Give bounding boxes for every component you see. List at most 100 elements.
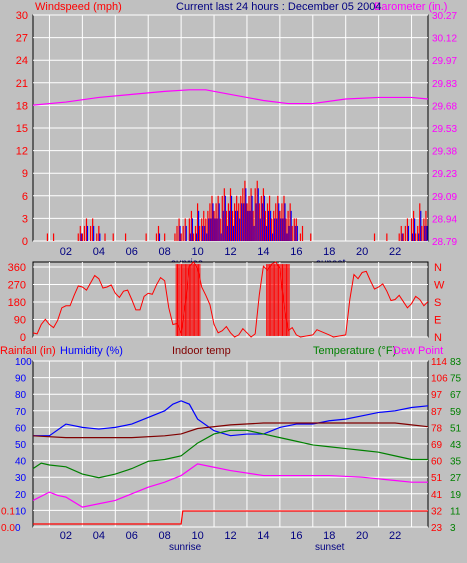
wind-tick-label: 18 bbox=[16, 100, 28, 112]
x-tick-label: 10 bbox=[191, 530, 203, 542]
temperature-label: Temperature (°F) bbox=[313, 345, 396, 357]
baro-tick-label: 29.97 bbox=[432, 56, 457, 67]
humidity-tick-label: 40 bbox=[15, 457, 27, 468]
temp-tick-label: 23 bbox=[431, 523, 443, 534]
x-tick-label: 06 bbox=[126, 246, 138, 258]
wind-tick-label: 9 bbox=[22, 168, 28, 180]
x-tick-label: 04 bbox=[93, 246, 105, 258]
series-temperature-f-line bbox=[32, 429, 428, 479]
sunrise-label-bottom: sunrise bbox=[169, 542, 202, 553]
dew-tick-label: 35 bbox=[450, 457, 462, 468]
wind-tick-label: 30 bbox=[16, 10, 28, 22]
series-humidity-line bbox=[33, 400, 429, 437]
compass-tick-label: N bbox=[434, 262, 442, 274]
humidity-tick-label: 70 bbox=[15, 407, 27, 418]
dew-tick-label: 51 bbox=[450, 423, 462, 434]
x-tick-label: 20 bbox=[356, 246, 368, 258]
wind-tick-label: 21 bbox=[16, 78, 28, 90]
x-tick-label: 04 bbox=[93, 530, 105, 542]
series-indoor-templine bbox=[32, 422, 429, 439]
x-tick-label: 12 bbox=[224, 530, 236, 542]
dew-tick-label: 75 bbox=[450, 374, 462, 385]
x-tick-label: 02 bbox=[60, 530, 72, 542]
wind-tick-label: 0 bbox=[22, 236, 28, 248]
barometer-line bbox=[32, 89, 429, 106]
direction-tick-label: 360 bbox=[8, 262, 26, 274]
x-tick-label: 18 bbox=[323, 530, 335, 542]
barometer-label: Barometer (in.) bbox=[374, 1, 447, 13]
humidity-tick-label: 100 bbox=[15, 357, 32, 368]
baro-tick-label: 29.83 bbox=[432, 79, 457, 90]
wind-tick-label: 15 bbox=[16, 123, 28, 135]
x-tick-label: 16 bbox=[290, 246, 302, 258]
humidity-tick-label: 90 bbox=[15, 374, 27, 385]
x-tick-label: 14 bbox=[257, 246, 269, 258]
temp-tick-label: 87 bbox=[431, 407, 443, 418]
baro-tick-label: 28.79 bbox=[432, 237, 457, 248]
direction-tick-label: 90 bbox=[14, 315, 26, 327]
wind-tick-label: 12 bbox=[16, 146, 28, 158]
direction-tick-label: 0 bbox=[20, 332, 26, 344]
baro-tick-label: 29.68 bbox=[432, 101, 457, 112]
temp-tick-label: 51 bbox=[431, 473, 443, 484]
x-tick-label: 22 bbox=[389, 530, 401, 542]
x-tick-label: 20 bbox=[356, 530, 368, 542]
wind-data bbox=[32, 89, 429, 241]
humidity-tick-label: 30 bbox=[15, 473, 27, 484]
temp-tick-label: 41 bbox=[431, 490, 443, 501]
humidity-tick-label: 10 bbox=[15, 506, 27, 517]
humidity-label: Humidity (%) bbox=[60, 345, 123, 357]
baro-tick-label: 29.23 bbox=[432, 169, 457, 180]
direction-data bbox=[32, 261, 429, 338]
x-tick-label: 22 bbox=[389, 246, 401, 258]
dew-tick-label: 43 bbox=[450, 440, 462, 451]
baro-tick-label: 29.09 bbox=[432, 192, 457, 203]
direction-tick-label: 180 bbox=[8, 297, 26, 309]
baro-tick-label: 30.27 bbox=[432, 11, 457, 22]
dew-point-label: Dew Point bbox=[393, 345, 443, 357]
compass-tick-label: W bbox=[434, 280, 445, 292]
temp-tick-label: 32 bbox=[431, 506, 443, 517]
direction-tick-label: 270 bbox=[8, 280, 26, 292]
rain-tick-label: 0.1 bbox=[1, 506, 15, 517]
compass-tick-label: E bbox=[434, 315, 441, 327]
temp-grid bbox=[33, 360, 428, 528]
dew-tick-label: 19 bbox=[450, 490, 462, 501]
series-dew-pointline bbox=[32, 463, 428, 508]
x-tick-label: 08 bbox=[159, 530, 171, 542]
humidity-tick-label: 80 bbox=[15, 390, 27, 401]
dew-tick-label: 83 bbox=[450, 357, 462, 368]
wind-tick-label: 24 bbox=[16, 55, 28, 67]
baro-tick-label: 30.12 bbox=[432, 34, 457, 45]
rainfall-label: Rainfall (in) bbox=[0, 345, 56, 357]
dew-tick-label: 59 bbox=[450, 407, 462, 418]
series-rainfall-in-line bbox=[33, 510, 428, 525]
baro-tick-label: 29.53 bbox=[432, 124, 457, 135]
baro-tick-label: 29.38 bbox=[432, 147, 457, 158]
temp-tick-label: 97 bbox=[431, 390, 443, 401]
temp-tick-label: 60 bbox=[431, 457, 443, 468]
temp-tick-label: 106 bbox=[431, 374, 448, 385]
wind-axes: 30272421181512963030.2730.1229.9729.8329… bbox=[16, 10, 458, 258]
temp-data bbox=[32, 400, 429, 525]
humidity-tick-label: 20 bbox=[15, 490, 27, 501]
temp-tick-label: 114 bbox=[431, 357, 447, 368]
x-tick-label: 14 bbox=[257, 530, 269, 542]
humidity-tick-label: 60 bbox=[15, 423, 27, 434]
x-tick-label: 08 bbox=[159, 246, 171, 258]
humidity-tick-label: 50 bbox=[15, 440, 27, 451]
rain-tick-label: 0.0 bbox=[1, 523, 15, 534]
humidity-tick-label: 0 bbox=[15, 523, 21, 534]
x-tick-label: 16 bbox=[290, 530, 302, 542]
dew-tick-label: 27 bbox=[450, 473, 462, 484]
wind-tick-label: 6 bbox=[22, 191, 28, 203]
dew-tick-label: 67 bbox=[450, 390, 462, 401]
windspeed-label: Windspeed (mph) bbox=[35, 1, 122, 13]
sunset-label-bottom: sunset bbox=[315, 542, 345, 553]
baro-tick-label: 28.94 bbox=[432, 214, 457, 225]
compass-tick-label: N bbox=[434, 332, 442, 344]
wind-tick-label: 27 bbox=[16, 33, 28, 45]
